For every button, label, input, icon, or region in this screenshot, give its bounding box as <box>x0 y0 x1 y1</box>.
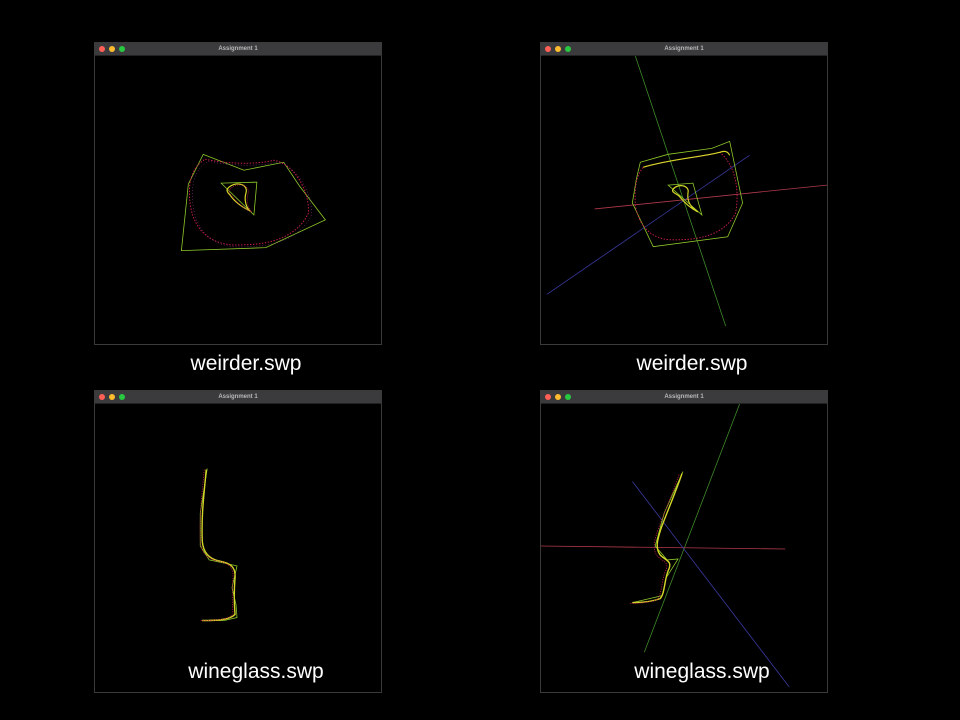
app-window-wineglass-2d[interactable]: Assignment 1 <box>94 390 382 693</box>
close-button[interactable] <box>99 394 105 400</box>
y-axis-line <box>643 404 740 653</box>
wineglass-curve-view <box>199 468 238 622</box>
outer-top-highlight <box>643 150 731 168</box>
minimize-button[interactable] <box>555 394 561 400</box>
render-canvas[interactable] <box>95 404 381 692</box>
inner-control-polygon <box>220 181 258 216</box>
wineglass-control-polygon <box>199 468 238 621</box>
window-title: Assignment 1 <box>664 394 704 400</box>
inner-curve <box>672 185 699 213</box>
x-axis-line <box>541 545 786 550</box>
window-titlebar[interactable]: Assignment 1 <box>541 43 827 56</box>
caption-wineglass-3d: wineglass.swp <box>634 660 770 683</box>
wineglass-3d-view <box>541 404 790 688</box>
app-window-wineglass-3d[interactable]: Assignment 1 <box>540 390 828 693</box>
inner-curve <box>226 183 251 212</box>
window-titlebar[interactable]: Assignment 1 <box>541 391 827 404</box>
outer-control-polygon <box>631 140 744 248</box>
render-canvas[interactable] <box>95 56 381 344</box>
outer-control-polygon <box>180 153 327 252</box>
render-canvas[interactable] <box>541 404 827 692</box>
maximize-button[interactable] <box>565 46 571 52</box>
y-axis-line <box>634 56 727 327</box>
weirder-3d-view <box>546 56 827 327</box>
window-title: Assignment 1 <box>218 394 258 400</box>
caption-wineglass-2d: wineglass.swp <box>188 660 324 683</box>
minimize-button[interactable] <box>109 46 115 52</box>
z-axis-line <box>632 481 790 688</box>
caption-weirder-3d: weirder.swp <box>636 352 748 375</box>
window-titlebar[interactable]: Assignment 1 <box>95 391 381 404</box>
render-canvas[interactable] <box>541 56 827 344</box>
minimize-button[interactable] <box>555 46 561 52</box>
close-button[interactable] <box>545 394 551 400</box>
inner-control-polygon <box>667 182 703 217</box>
outer-swept-curve <box>188 158 310 246</box>
wineglass-swept-curve <box>199 469 234 621</box>
window-title: Assignment 1 <box>664 46 704 52</box>
wineglass-profile-curve <box>201 469 236 622</box>
wineglass-swept-curve <box>629 474 680 605</box>
maximize-button[interactable] <box>119 46 125 52</box>
outer-curve <box>192 161 312 248</box>
app-window-weirder-3d[interactable]: Assignment 1 <box>540 42 828 345</box>
window-titlebar[interactable]: Assignment 1 <box>95 43 381 56</box>
x-axis-line <box>594 184 827 210</box>
app-window-weirder-2d[interactable]: Assignment 1 <box>94 42 382 345</box>
close-button[interactable] <box>99 46 105 52</box>
minimize-button[interactable] <box>109 394 115 400</box>
close-button[interactable] <box>545 46 551 52</box>
wineglass-profile-curve <box>632 473 683 604</box>
weirder-curve-view <box>180 153 327 252</box>
maximize-button[interactable] <box>119 394 125 400</box>
z-axis-line <box>546 154 750 295</box>
caption-weirder-2d: weirder.swp <box>190 352 302 375</box>
inner-swept-curve <box>228 184 253 213</box>
maximize-button[interactable] <box>565 394 571 400</box>
window-title: Assignment 1 <box>218 46 258 52</box>
